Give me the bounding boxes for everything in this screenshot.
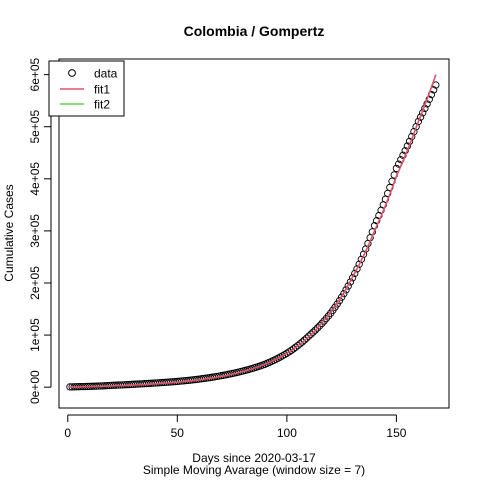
y-tick-label: 4e+05: [28, 162, 42, 196]
x-tick-label: 50: [171, 426, 185, 440]
data-point: [296, 340, 304, 348]
data-point: [348, 274, 357, 282]
data-point: [357, 255, 366, 263]
data-point: [337, 293, 346, 301]
data-point: [298, 338, 306, 346]
data-point: [322, 314, 330, 323]
data-point: [342, 286, 350, 294]
y-tick-label: 1e+05: [28, 318, 42, 352]
legend-data-label: data: [94, 67, 118, 81]
legend-fit2-label: fit2: [94, 98, 110, 112]
data-point: [340, 289, 348, 298]
chart-title: Colombia / Gompertz: [184, 23, 325, 39]
data-point: [355, 260, 363, 268]
data-point: [302, 334, 311, 342]
y-tick-label: 0e+00: [28, 370, 42, 404]
data-point: [318, 319, 326, 328]
data-point: [294, 341, 302, 350]
data-point: [311, 326, 319, 334]
data-point: [346, 278, 355, 286]
x-axis: 0 50 100 150: [64, 414, 407, 440]
x-tick-label: 0: [64, 426, 71, 440]
plot-area: [58, 58, 450, 409]
data-point: [351, 269, 359, 278]
y-axis-label: Cumulative Cases: [2, 184, 16, 281]
data-point: [300, 336, 309, 344]
data-point: [313, 324, 322, 332]
y-tick-label: 3e+05: [28, 214, 42, 248]
y-tick-label: 6e+05: [28, 57, 42, 91]
data-points: [66, 81, 440, 391]
data-point: [316, 322, 324, 330]
data-point: [320, 317, 328, 325]
data-point: [305, 332, 313, 340]
x-tick-label: 100: [277, 426, 297, 440]
y-tick-label: 2e+05: [28, 266, 42, 300]
legend-fit1-label: fit1: [94, 83, 110, 97]
y-axis: 0e+00 1e+05 2e+05 3e+05 4e+05 5e+05 6e+05: [28, 57, 52, 404]
y-tick-label: 5e+05: [28, 110, 42, 144]
x-axis-sublabel: Simple Moving Avarage (window size = 7): [143, 463, 365, 477]
legend-data-symbol: [68, 69, 76, 77]
data-point: [425, 95, 433, 103]
legend: data fit1 fit2: [48, 60, 125, 117]
data-point: [307, 330, 315, 338]
fit1-series: [69, 74, 437, 388]
data-point: [414, 117, 422, 126]
x-tick-label: 150: [386, 426, 406, 440]
fit1-line: [69, 74, 437, 388]
x-axis-label: Days since 2020-03-17: [192, 451, 316, 465]
data-point: [344, 282, 352, 290]
data-point: [353, 265, 361, 273]
data-point: [309, 328, 317, 336]
